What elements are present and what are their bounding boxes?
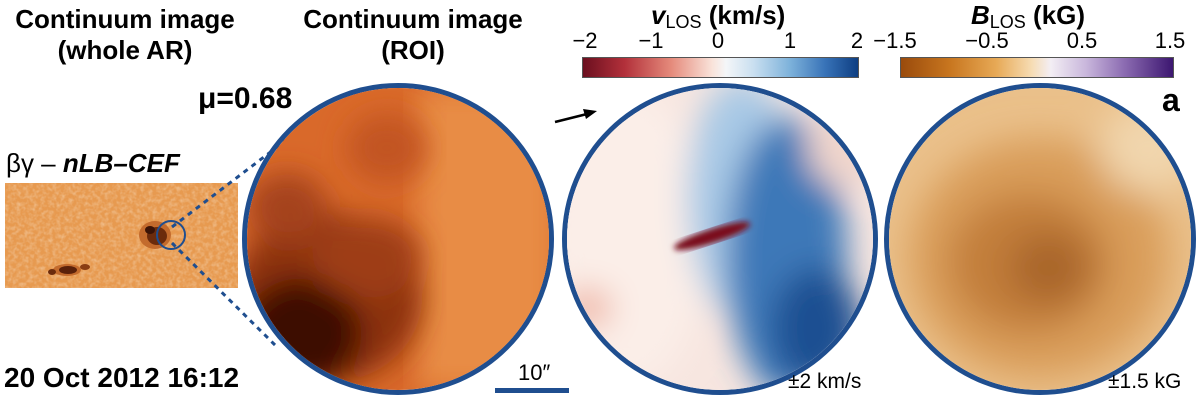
vlos-tick: 2 <box>850 28 864 53</box>
vlos-unit: (km/s) <box>708 0 786 30</box>
scale-bar <box>495 388 569 393</box>
blos-tick: −0.5 <box>965 28 1009 53</box>
header-whole-ar: Continuum image (whole AR) <box>0 4 250 66</box>
blos-colorbar <box>900 57 1174 78</box>
roi-continuum-image <box>247 88 549 390</box>
header-roi: Continuum image (ROI) <box>268 4 558 66</box>
blos-map-image <box>889 88 1191 390</box>
blos-map-circle <box>884 83 1196 395</box>
classification-label: βγ – nLB–CEF <box>6 148 180 179</box>
roi-continuum-circle <box>242 83 554 395</box>
blos-tick: −1.5 <box>873 28 917 53</box>
blos-tick: 1.5 <box>1154 28 1186 53</box>
blos-symbol: B <box>971 0 990 30</box>
whole-ar-image <box>5 183 238 288</box>
vlos-map-circle <box>562 83 878 395</box>
blos-range-label: ±1.5 kG <box>1108 370 1182 393</box>
vlos-colorbar <box>582 57 859 78</box>
blos-subscript: LOS <box>989 12 1026 32</box>
vlos-subscript: LOS <box>665 12 702 32</box>
header-roi-line2: (ROI) <box>381 35 445 65</box>
vlos-symbol: v <box>651 0 666 30</box>
vlos-range-label: ±2 km/s <box>788 370 862 393</box>
vlos-ticks: −2 −1 0 1 2 <box>0 28 1200 58</box>
type-class: nLB–CEF <box>62 148 180 178</box>
vlos-tick: −1 <box>638 28 664 53</box>
blos-unit: (kG) <box>1033 0 1086 30</box>
greek-class: βγ – <box>6 148 63 178</box>
scale-bar-label: 10″ <box>518 360 551 385</box>
panel-letter: a <box>1162 82 1180 118</box>
blos-tick: 0.5 <box>1066 28 1098 53</box>
blos-ticks: −1.5 −0.5 0.5 1.5 <box>0 28 1200 58</box>
vlos-tick: 0 <box>711 28 725 53</box>
header-roi-line1: Continuum image <box>303 4 523 34</box>
date-label: 20 Oct 2012 16:12 <box>4 362 240 393</box>
header-whole-ar-line1: Continuum image <box>15 4 235 34</box>
arrow-icon <box>554 109 597 124</box>
vlos-map-image <box>567 88 873 390</box>
header-whole-ar-line2: (whole AR) <box>57 35 193 65</box>
vlos-bar-title: vLOS (km/s) <box>651 0 785 33</box>
mu-label: μ=0.68 <box>198 82 293 115</box>
vlos-tick: 1 <box>783 28 797 53</box>
blos-bar-title: BLOS (kG) <box>971 0 1085 33</box>
vlos-tick: −2 <box>572 28 598 53</box>
